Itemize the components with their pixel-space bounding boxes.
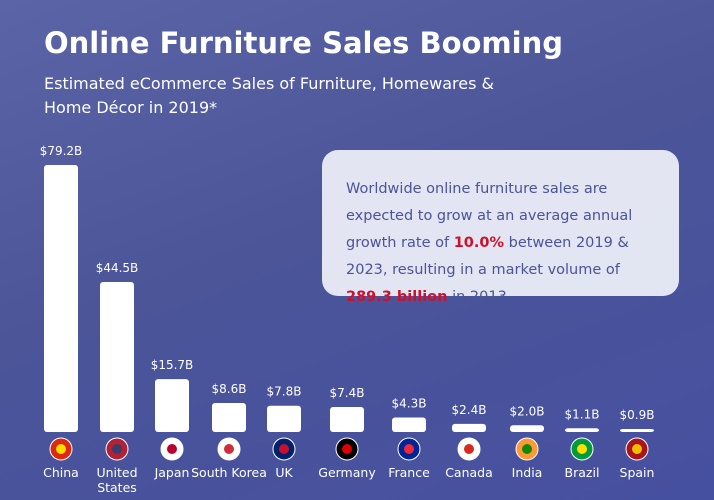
flag-emblem bbox=[112, 444, 122, 454]
flag-emblem bbox=[224, 444, 234, 454]
value-label: $79.2B bbox=[40, 144, 83, 158]
bar bbox=[620, 428, 654, 432]
bar bbox=[212, 403, 246, 432]
x-tick-label: United States bbox=[96, 465, 138, 495]
x-tick-label: India bbox=[511, 465, 543, 480]
value-label: $1.1B bbox=[565, 407, 600, 421]
annotation-box: Worldwide online furniture sales are exp… bbox=[322, 150, 679, 305]
value-label: $44.5B bbox=[96, 261, 139, 275]
value-label: $7.4B bbox=[330, 386, 365, 400]
flag-emblem bbox=[464, 444, 474, 454]
value-label: $2.0B bbox=[510, 404, 545, 418]
flag-emblem bbox=[404, 444, 414, 454]
annotation-text: between 2019 & 2023, resulting in a mark… bbox=[346, 235, 629, 278]
value-label: $15.7B bbox=[151, 358, 194, 372]
flag-emblem bbox=[577, 444, 587, 454]
x-tick-label: France bbox=[388, 465, 430, 480]
bar bbox=[510, 425, 544, 432]
annotation-text: in 2013 bbox=[447, 289, 507, 305]
x-tick-label: Canada bbox=[445, 465, 493, 480]
bar bbox=[100, 281, 134, 432]
bar bbox=[267, 405, 301, 432]
x-tick-label: China bbox=[43, 465, 79, 480]
bar bbox=[565, 428, 599, 432]
value-label: $2.4B bbox=[452, 403, 487, 417]
value-label: $0.9B bbox=[620, 408, 655, 422]
annotation-text: Worldwide online furniture sales are exp… bbox=[346, 181, 633, 251]
flag-emblem bbox=[56, 444, 66, 454]
annotation-highlight: 10.0% bbox=[453, 235, 505, 251]
value-label: $4.3B bbox=[392, 397, 427, 411]
x-tick-label: Japan bbox=[154, 465, 190, 480]
flag-emblem bbox=[167, 444, 177, 454]
bar bbox=[392, 417, 426, 432]
chart-title: Online Furniture Sales Booming bbox=[44, 26, 563, 60]
flag-emblem bbox=[632, 444, 642, 454]
flag-emblem bbox=[342, 444, 352, 454]
value-label: $8.6B bbox=[212, 382, 247, 396]
x-tick-label: Brazil bbox=[564, 465, 600, 480]
bar bbox=[330, 407, 364, 432]
flag-emblem bbox=[279, 444, 289, 454]
bar bbox=[452, 423, 486, 432]
annotation-highlight: 289.3 billion bbox=[346, 289, 448, 305]
chart-subtitle: Estimated eCommerce Sales of Furniture, … bbox=[44, 74, 494, 117]
x-tick-label: Spain bbox=[619, 465, 655, 480]
x-tick-label: UK bbox=[275, 465, 293, 480]
x-tick-label: South Korea bbox=[191, 465, 267, 480]
bar bbox=[44, 165, 78, 432]
bar bbox=[155, 379, 189, 432]
x-tick-label: Germany bbox=[318, 465, 376, 480]
value-label: $7.8B bbox=[267, 385, 302, 399]
flag-emblem bbox=[522, 444, 532, 454]
